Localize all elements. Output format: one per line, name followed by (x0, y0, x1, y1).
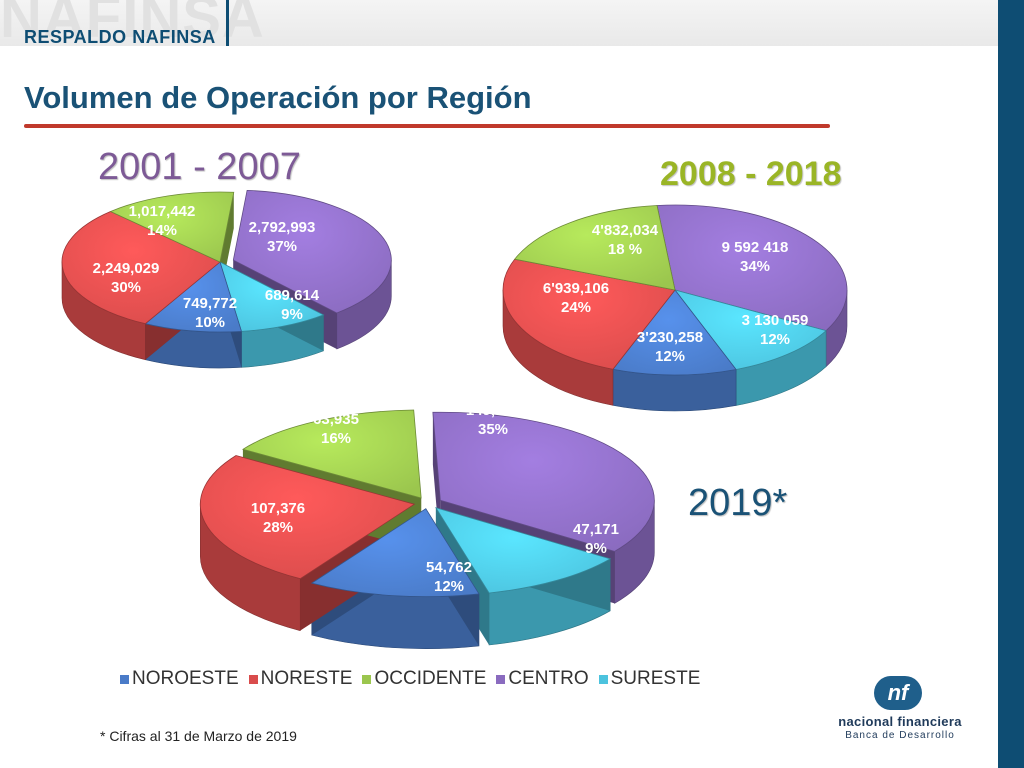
data-label-value: 9 592 418 (722, 239, 789, 256)
pie-slice-occidente (109, 191, 235, 263)
pie-slice-noreste (502, 258, 676, 370)
data-label-value: 749,772 (183, 295, 237, 312)
logo-mark: nf (874, 676, 922, 710)
nafin-logo: nf nacional financiera Banca de Desarrol… (830, 676, 970, 746)
data-label-percent: 12% (760, 331, 790, 348)
data-label-percent: 28% (263, 519, 293, 536)
legend-label: OCCIDENTE (374, 668, 487, 689)
pie-slice-centro (432, 411, 655, 552)
pie-slice-noroeste (310, 508, 480, 598)
data-label-percent: 30% (111, 279, 141, 296)
pie-chart-2: 149,794 35% 47,171 9% 54,762 12% 107,376 28% 63,… (199, 402, 655, 649)
brand-subtitle: RESPALDO NAFINSA (24, 27, 216, 48)
data-label-percent: 37% (267, 238, 297, 255)
data-label-percent: 18 % (608, 241, 642, 258)
legend-label: NOROESTE (132, 668, 239, 689)
pie-slice-noreste (199, 455, 416, 580)
data-label-value: 2,792,993 (249, 219, 316, 236)
pie-slice-occidente (513, 205, 676, 291)
legend-label: CENTRO (508, 668, 589, 689)
data-label-value: 63,935 (313, 411, 359, 428)
pie-chart-0: 2,792,993 37% 689,614 9% 749,772 10% 2,249,029… (61, 189, 392, 369)
data-label-value: 6'939,106 (543, 280, 609, 297)
pie-slice-noroeste (144, 261, 243, 333)
legend-label: NORESTE (260, 668, 353, 689)
page-title: Volumen de Operación por Región (24, 80, 532, 115)
data-label-percent: 34% (740, 258, 770, 275)
data-label-value: 4'832,034 (592, 222, 659, 239)
title-underline (24, 124, 830, 128)
legend-item-sureste: SURESTE (598, 668, 701, 690)
footnote: * Cifras al 31 de Marzo de 2019 (100, 728, 297, 744)
data-label-percent: 14% (147, 222, 177, 239)
data-label-value: 107,376 (251, 500, 305, 517)
legend-swatch (496, 674, 506, 684)
legend-item-occidente: OCCIDENTE (362, 668, 486, 690)
legend-label: SURESTE (610, 668, 701, 689)
brand-sub-name: NAFINSA (132, 27, 216, 47)
legend-swatch (362, 674, 372, 684)
brand-separator (226, 0, 229, 46)
data-label-value: 2,249,029 (93, 260, 160, 277)
logo-tagline: Banca de Desarrollo (845, 730, 955, 741)
pie-slice-occidente (241, 409, 422, 499)
pie-slice-noroeste (612, 289, 737, 376)
pie-slice-sureste (673, 289, 827, 370)
brand-watermark: NAFINSA (0, 0, 265, 50)
logo-name: nacional financiera (838, 714, 962, 729)
legend-swatch (598, 674, 608, 684)
chart-title-2019: 2019* (688, 482, 788, 524)
chart-title-2001-2007: 2001 - 2007 (98, 146, 301, 188)
data-label-value: 3 130 059 (742, 312, 809, 329)
pie-slice-noreste (61, 211, 221, 325)
chart-legend: NOROESTE NORESTE OCCIDENTE CENTRO SURESTE (120, 668, 700, 690)
data-label-value: 47,171 (573, 521, 619, 538)
legend-swatch (120, 674, 129, 684)
data-label-percent: 24% (561, 299, 591, 316)
data-label-percent: 9% (281, 306, 303, 323)
pie-charts: 2,792,993 37% 689,614 9% 749,772 10% 2,249,029… (61, 189, 848, 649)
right-sidebar-bar (998, 0, 1024, 768)
legend-item-noroeste: NOROESTE (120, 668, 239, 690)
data-label-value: 3'230,258 (637, 329, 703, 346)
data-label-value: 54,762 (426, 559, 472, 576)
legend-swatch (248, 674, 258, 684)
legend-item-noreste: NORESTE (248, 668, 353, 690)
data-label-value: 689,614 (265, 287, 320, 304)
data-label-percent: 10% (195, 314, 225, 331)
data-label-value: 149,794 (466, 402, 521, 419)
pie-slice-sureste (219, 261, 325, 332)
pie-chart-1: 9 592 418 34% 3 130 059 12% 3'230,258 12% 6'93… (502, 204, 848, 412)
data-label-percent: 9% (585, 540, 607, 557)
legend-item-centro: CENTRO (496, 668, 589, 690)
data-label-percent: 12% (655, 348, 685, 365)
pie-slice-centro (656, 204, 848, 332)
data-label-percent: 16% (321, 430, 351, 447)
pie-slice-sureste (435, 507, 612, 594)
chart-title-2008-2018: 2008 - 2018 (660, 155, 842, 193)
top-banner: NAFINSA RESPALDO NAFINSA (0, 0, 998, 50)
data-label-value: 1,017,442 (129, 203, 196, 220)
pie-slice-centro (232, 189, 392, 314)
data-label-percent: 12% (434, 578, 464, 595)
data-label-percent: 35% (478, 421, 508, 438)
brand-sub-prefix: RESPALDO (24, 27, 127, 47)
